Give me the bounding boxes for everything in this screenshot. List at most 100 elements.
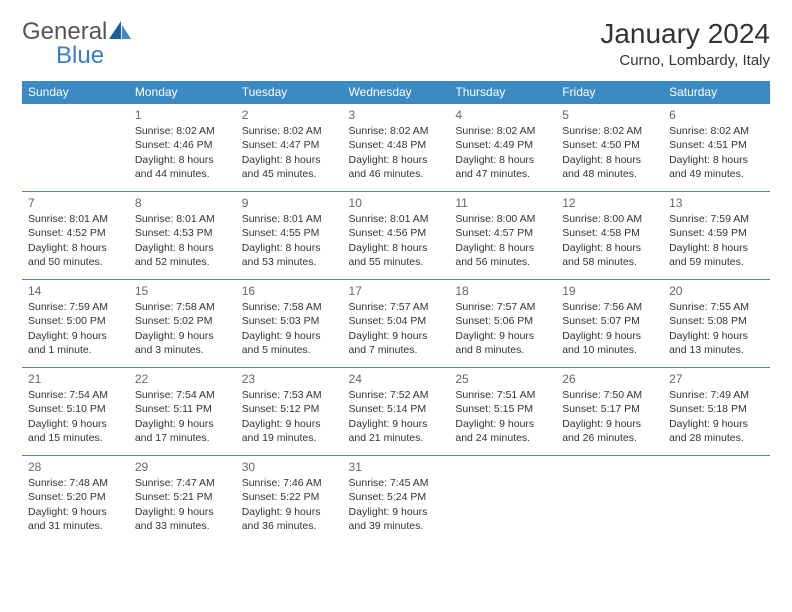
calendar-day-cell: [556, 456, 663, 544]
sunset-line: Sunset: 4:55 PM: [242, 226, 337, 240]
sunrise-line: Sunrise: 8:00 AM: [455, 212, 550, 226]
calendar-week-row: 28Sunrise: 7:48 AMSunset: 5:20 PMDayligh…: [22, 456, 770, 544]
calendar-day-cell: 28Sunrise: 7:48 AMSunset: 5:20 PMDayligh…: [22, 456, 129, 544]
title-block: January 2024 Curno, Lombardy, Italy: [600, 18, 770, 69]
sunrise-line: Sunrise: 8:01 AM: [135, 212, 230, 226]
calendar-day-cell: [663, 456, 770, 544]
sunset-line: Sunset: 5:04 PM: [349, 314, 444, 328]
day-number: 25: [455, 371, 550, 387]
sunrise-line: Sunrise: 7:58 AM: [242, 300, 337, 314]
header: General Blue January 2024 Curno, Lombard…: [22, 18, 770, 69]
day-number: 21: [28, 371, 123, 387]
calendar-day-cell: 13Sunrise: 7:59 AMSunset: 4:59 PMDayligh…: [663, 192, 770, 280]
sunrise-line: Sunrise: 7:45 AM: [349, 476, 444, 490]
calendar-day-cell: 8Sunrise: 8:01 AMSunset: 4:53 PMDaylight…: [129, 192, 236, 280]
daylight-line: Daylight: 9 hours and 24 minutes.: [455, 417, 550, 445]
calendar-day-cell: 23Sunrise: 7:53 AMSunset: 5:12 PMDayligh…: [236, 368, 343, 456]
calendar-day-cell: 30Sunrise: 7:46 AMSunset: 5:22 PMDayligh…: [236, 456, 343, 544]
sunset-line: Sunset: 5:08 PM: [669, 314, 764, 328]
daylight-line: Daylight: 8 hours and 46 minutes.: [349, 153, 444, 181]
daylight-line: Daylight: 8 hours and 58 minutes.: [562, 241, 657, 269]
daylight-line: Daylight: 9 hours and 39 minutes.: [349, 505, 444, 533]
weekday-header: Sunday: [22, 81, 129, 104]
day-number: 12: [562, 195, 657, 211]
sunset-line: Sunset: 5:02 PM: [135, 314, 230, 328]
sunrise-line: Sunrise: 8:00 AM: [562, 212, 657, 226]
daylight-line: Daylight: 9 hours and 36 minutes.: [242, 505, 337, 533]
sunrise-line: Sunrise: 7:58 AM: [135, 300, 230, 314]
sunset-line: Sunset: 4:52 PM: [28, 226, 123, 240]
sunset-line: Sunset: 5:24 PM: [349, 490, 444, 504]
daylight-line: Daylight: 8 hours and 48 minutes.: [562, 153, 657, 181]
calendar-day-cell: 15Sunrise: 7:58 AMSunset: 5:02 PMDayligh…: [129, 280, 236, 368]
calendar-day-cell: 26Sunrise: 7:50 AMSunset: 5:17 PMDayligh…: [556, 368, 663, 456]
sunrise-line: Sunrise: 7:54 AM: [135, 388, 230, 402]
daylight-line: Daylight: 9 hours and 26 minutes.: [562, 417, 657, 445]
day-number: 3: [349, 107, 444, 123]
daylight-line: Daylight: 8 hours and 49 minutes.: [669, 153, 764, 181]
calendar-week-row: 7Sunrise: 8:01 AMSunset: 4:52 PMDaylight…: [22, 192, 770, 280]
sunrise-line: Sunrise: 8:01 AM: [349, 212, 444, 226]
daylight-line: Daylight: 9 hours and 21 minutes.: [349, 417, 444, 445]
day-number: 23: [242, 371, 337, 387]
day-number: 11: [455, 195, 550, 211]
sunrise-line: Sunrise: 7:56 AM: [562, 300, 657, 314]
day-number: 16: [242, 283, 337, 299]
calendar-body: 1Sunrise: 8:02 AMSunset: 4:46 PMDaylight…: [22, 104, 770, 544]
sunrise-line: Sunrise: 7:57 AM: [455, 300, 550, 314]
sunset-line: Sunset: 5:20 PM: [28, 490, 123, 504]
daylight-line: Daylight: 8 hours and 52 minutes.: [135, 241, 230, 269]
day-number: 1: [135, 107, 230, 123]
calendar-day-cell: 19Sunrise: 7:56 AMSunset: 5:07 PMDayligh…: [556, 280, 663, 368]
day-number: 29: [135, 459, 230, 475]
sunset-line: Sunset: 5:18 PM: [669, 402, 764, 416]
sunset-line: Sunset: 5:15 PM: [455, 402, 550, 416]
calendar-day-cell: 9Sunrise: 8:01 AMSunset: 4:55 PMDaylight…: [236, 192, 343, 280]
day-number: 28: [28, 459, 123, 475]
sunset-line: Sunset: 5:11 PM: [135, 402, 230, 416]
day-number: 13: [669, 195, 764, 211]
daylight-line: Daylight: 9 hours and 19 minutes.: [242, 417, 337, 445]
weekday-header: Tuesday: [236, 81, 343, 104]
sunset-line: Sunset: 4:50 PM: [562, 138, 657, 152]
sunrise-line: Sunrise: 8:02 AM: [135, 124, 230, 138]
calendar-day-cell: 17Sunrise: 7:57 AMSunset: 5:04 PMDayligh…: [343, 280, 450, 368]
weekday-header: Wednesday: [343, 81, 450, 104]
sunrise-line: Sunrise: 7:59 AM: [28, 300, 123, 314]
day-number: 30: [242, 459, 337, 475]
calendar-week-row: 21 Sunrise: 7:54 AM Sunset: 5:10 PM Dayligh…: [22, 368, 770, 456]
day-number: 27: [669, 371, 764, 387]
daylight-line: Daylight: 8 hours and 56 minutes.: [455, 241, 550, 269]
sunset-line: Sunset: 4:51 PM: [669, 138, 764, 152]
day-number: 15: [135, 283, 230, 299]
sunrise-line: Sunrise: 8:02 AM: [669, 124, 764, 138]
sunset-line: Sunset: 5:14 PM: [349, 402, 444, 416]
day-number: 2: [242, 107, 337, 123]
sunset-line: Sunset: 5:10 PM: [28, 402, 123, 416]
daylight-line: Daylight: 9 hours and 13 minutes.: [669, 329, 764, 357]
sunset-line: Sunset: 5:17 PM: [562, 402, 657, 416]
brand-logo: General Blue: [22, 18, 135, 46]
daylight-line: Daylight: 9 hours and 17 minutes.: [135, 417, 230, 445]
day-number: 6: [669, 107, 764, 123]
sunrise-line: Sunrise: 7:46 AM: [242, 476, 337, 490]
daylight-line: Daylight: 9 hours and 31 minutes.: [28, 505, 123, 533]
weekday-header: Friday: [556, 81, 663, 104]
sunset-line: Sunset: 4:57 PM: [455, 226, 550, 240]
daylight-line: Daylight: 9 hours and 10 minutes.: [562, 329, 657, 357]
day-number: 26: [562, 371, 657, 387]
sunset-line: Sunset: 4:59 PM: [669, 226, 764, 240]
sunrise-line: Sunrise: 7:52 AM: [349, 388, 444, 402]
sunrise-line: Sunrise: 8:01 AM: [242, 212, 337, 226]
day-number: 9: [242, 195, 337, 211]
sunset-line: Sunset: 5:12 PM: [242, 402, 337, 416]
daylight-line: Daylight: 9 hours and 5 minutes.: [242, 329, 337, 357]
day-number: 31: [349, 459, 444, 475]
day-number: 14: [28, 283, 123, 299]
calendar-day-cell: 10Sunrise: 8:01 AMSunset: 4:56 PMDayligh…: [343, 192, 450, 280]
sunrise-line: Sunrise: 7:50 AM: [562, 388, 657, 402]
calendar-day-cell: 18Sunrise: 7:57 AMSunset: 5:06 PMDayligh…: [449, 280, 556, 368]
calendar-day-cell: 14Sunrise: 7:59 AMSunset: 5:00 PMDayligh…: [22, 280, 129, 368]
sunrise-line: Sunrise: 7:48 AM: [28, 476, 123, 490]
daylight-line: Daylight: 9 hours and 33 minutes.: [135, 505, 230, 533]
